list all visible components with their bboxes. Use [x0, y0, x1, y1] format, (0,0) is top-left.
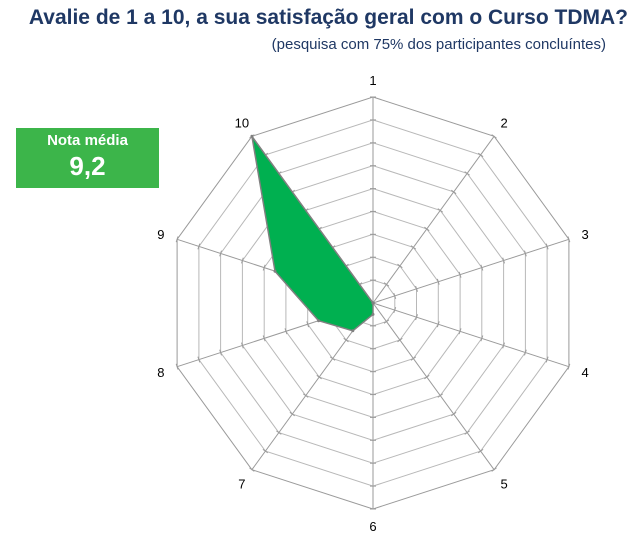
axis-tick — [415, 314, 418, 321]
average-score-badge: Nota média 9,2 — [16, 128, 159, 188]
average-score-label: Nota média — [47, 132, 128, 149]
axis-tick — [450, 189, 457, 195]
axis-tick — [480, 264, 484, 271]
chart-title: Avalie de 1 a 10, a sua satisfação geral… — [28, 6, 628, 29]
axis-label: 6 — [369, 519, 376, 534]
axis-tick — [502, 257, 505, 264]
axis-spoke — [372, 136, 495, 304]
axis-spoke — [372, 302, 495, 470]
axis-tick — [219, 250, 222, 257]
axis-tick — [241, 257, 244, 264]
series-point — [317, 319, 321, 323]
series-point — [250, 134, 254, 138]
axis-tick — [477, 448, 484, 454]
axis-spoke — [372, 302, 570, 368]
axis-tick — [219, 349, 222, 356]
axis-tick — [424, 226, 430, 232]
axis-tick — [262, 264, 266, 271]
axis-tick — [415, 285, 418, 292]
series-point — [351, 329, 355, 333]
axis-tick — [329, 356, 336, 361]
axis-label: 8 — [157, 365, 164, 380]
axis-tick — [567, 363, 571, 370]
axis-label: 9 — [157, 227, 164, 242]
axis-label: 3 — [581, 227, 588, 242]
axis-label: 4 — [581, 365, 588, 380]
axis-tick — [502, 342, 505, 349]
axis-tick — [437, 393, 443, 398]
axis-spoke — [372, 238, 570, 304]
radar-axis-labels: 1 2 3 4 5 6 7 8 9 10 — [157, 73, 588, 534]
axis-tick — [437, 208, 443, 213]
series-point — [371, 312, 375, 316]
axis-tick — [464, 171, 470, 176]
axis-tick — [410, 356, 417, 361]
axis-tick — [491, 467, 497, 472]
axis-tick — [480, 335, 484, 342]
axis-tick — [424, 374, 430, 380]
axis-tick — [262, 448, 269, 454]
radar-series — [250, 134, 375, 333]
axis-tick — [383, 282, 390, 287]
axis-tick — [458, 271, 462, 278]
axis-label: 1 — [369, 73, 376, 88]
axis-tick — [175, 236, 179, 243]
axis-tick — [458, 328, 462, 335]
axis-tick — [175, 363, 179, 370]
series-area — [251, 135, 374, 332]
average-score-value: 9,2 — [69, 151, 106, 181]
axis-tick — [524, 250, 527, 257]
axis-tick — [289, 411, 296, 417]
axis-tick — [303, 393, 309, 398]
axis-tick — [262, 335, 266, 342]
series-point — [273, 269, 277, 273]
axis-tick — [436, 278, 440, 285]
axis-label: 10 — [235, 116, 249, 131]
chart-subtitle: (pesquisa com 75% dos participantes conc… — [271, 36, 606, 53]
axis-label: 7 — [238, 476, 245, 491]
axis-tick — [241, 342, 244, 349]
axis-tick — [276, 430, 282, 435]
axis-label: 5 — [500, 476, 507, 491]
axis-tick — [197, 356, 201, 363]
axis-tick — [477, 152, 484, 158]
axis-tick — [316, 374, 322, 380]
axis-tick — [393, 307, 397, 314]
axis-tick — [436, 321, 440, 328]
axis-tick — [397, 337, 403, 343]
axis-tick — [567, 236, 571, 243]
axis-tick — [491, 134, 497, 139]
axis-tick — [306, 321, 310, 328]
axis-tick — [197, 243, 201, 250]
axis-tick — [464, 430, 470, 435]
axis-tick — [524, 349, 527, 356]
axis-tick — [545, 356, 549, 363]
axis-tick — [383, 319, 390, 324]
axis-tick — [284, 328, 288, 335]
axis-tick — [545, 243, 549, 250]
axis-tick — [249, 467, 255, 472]
axis-tick — [397, 263, 403, 269]
axis-tick — [393, 292, 397, 299]
series-point — [371, 301, 375, 305]
axis-label: 2 — [500, 116, 507, 131]
axis-tick — [450, 411, 457, 417]
axis-tick — [410, 245, 417, 250]
axis-tick — [343, 337, 349, 343]
